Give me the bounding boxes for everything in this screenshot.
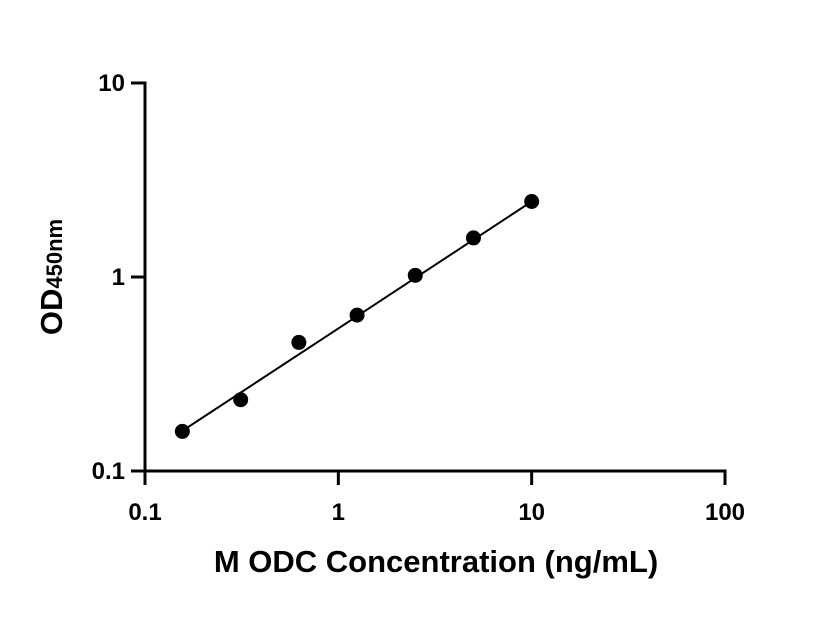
data-point (349, 307, 365, 323)
x-tick-label: 0.1 (128, 499, 161, 526)
x-tick-label: 100 (705, 499, 745, 526)
y-tick-label: 0.1 (92, 458, 125, 485)
y-tick-label: 10 (98, 70, 125, 97)
data-point (407, 267, 423, 283)
x-axis-ticks (143, 471, 727, 485)
y-axis-title: OD450nm (34, 219, 69, 335)
x-tick-label: 10 (518, 499, 545, 526)
data-point (465, 230, 481, 246)
y-tick-label: 1 (112, 264, 125, 291)
data-point (524, 194, 540, 210)
x-axis-title: M ODC Concentration (ng/mL) (214, 544, 658, 579)
y-axis-title-subscript: 450nm (42, 219, 67, 289)
data-points (174, 194, 540, 439)
y-axis-title-main: OD (34, 289, 69, 336)
x-axis-tick-labels: 0.1 1 10 100 (128, 499, 745, 526)
data-point (291, 334, 307, 350)
y-axis-ticks (131, 81, 145, 473)
data-point (233, 392, 249, 408)
data-point (174, 423, 190, 439)
y-axis-tick-labels: 0.1 1 10 (92, 70, 125, 485)
x-tick-label: 1 (332, 499, 345, 526)
